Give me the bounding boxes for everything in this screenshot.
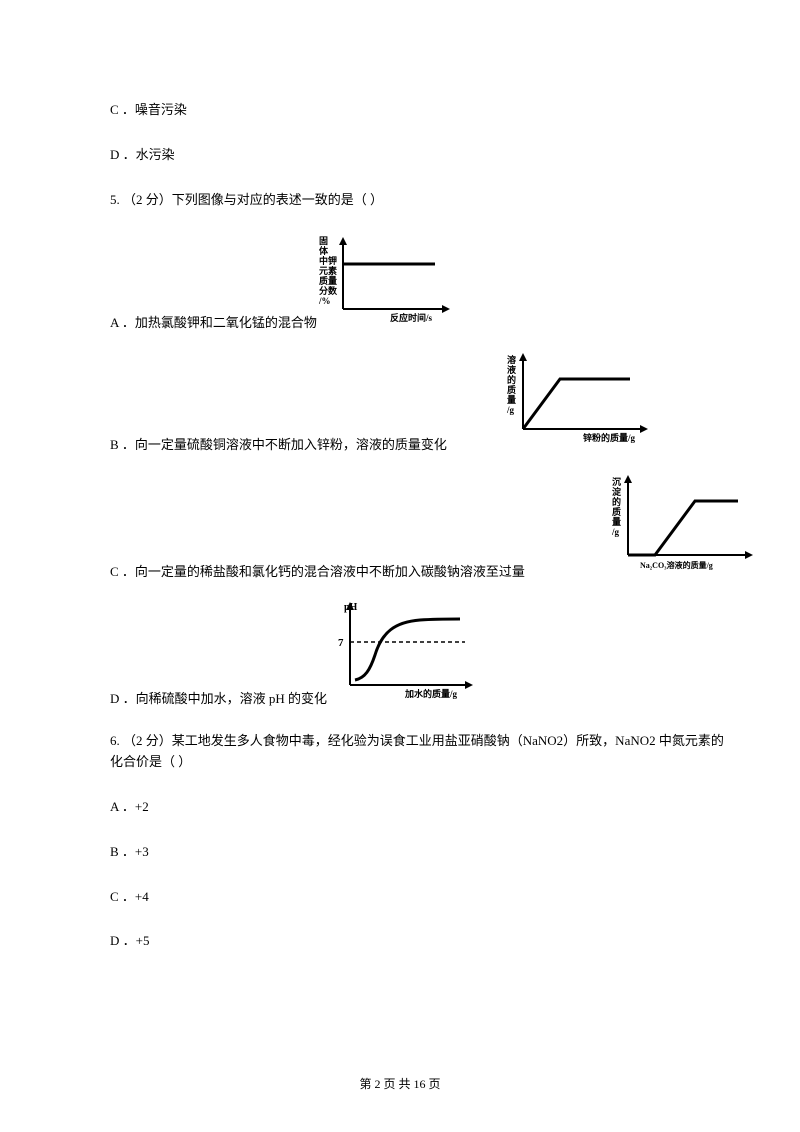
svg-text:液: 液 bbox=[507, 364, 517, 375]
svg-text:/g: /g bbox=[611, 527, 620, 537]
q5-chart-c: 沉 淀 的 质 量 /g Na₂CO₃溶液的质量/g bbox=[610, 473, 730, 573]
svg-text:/g: /g bbox=[506, 405, 515, 415]
svg-text:中钾: 中钾 bbox=[319, 255, 337, 266]
q4-option-c[interactable]: C ．噪音污染 bbox=[80, 100, 730, 121]
q5-chart-a: 固 体 中钾 元素 质量 分数 /% 反应时间/s bbox=[315, 234, 730, 324]
q5-option-c[interactable]: C ．向一定量的稀盐酸和氯化钙的混合溶液中不断加入碳酸钠溶液至过量 bbox=[80, 561, 730, 580]
svg-text:量: 量 bbox=[612, 516, 621, 527]
q5-chart-b: 溶 液 的 质 量 /g 锌粉的质量/g bbox=[505, 351, 730, 446]
svg-text:质量: 质量 bbox=[319, 275, 337, 286]
svg-text:淀: 淀 bbox=[612, 486, 622, 497]
svg-text:加水的质量/g: 加水的质量/g bbox=[404, 688, 458, 699]
svg-text:量: 量 bbox=[507, 394, 516, 405]
q6-option-a[interactable]: A ．+2 bbox=[80, 797, 730, 818]
svg-text:元素: 元素 bbox=[319, 265, 337, 276]
svg-text:的: 的 bbox=[507, 374, 516, 385]
svg-text:分数: 分数 bbox=[319, 285, 338, 296]
svg-text:反应时间/s: 反应时间/s bbox=[390, 312, 433, 323]
svg-text:沉: 沉 bbox=[612, 476, 621, 487]
svg-text:7: 7 bbox=[338, 637, 344, 649]
q6-option-d[interactable]: D ．+5 bbox=[80, 931, 730, 952]
svg-text:的: 的 bbox=[612, 496, 621, 507]
q6-stem: 6. （2 分）某工地发生多人食物中毒，经化验为误食工业用盐亚硝酸钠（NaNO2… bbox=[80, 731, 730, 773]
q4-option-d[interactable]: D ．水污染 bbox=[80, 145, 730, 166]
q6-option-c[interactable]: C ．+4 bbox=[80, 887, 730, 908]
svg-text:固: 固 bbox=[319, 236, 328, 246]
svg-text:质: 质 bbox=[612, 506, 621, 517]
svg-text:锌粉的质量/g: 锌粉的质量/g bbox=[583, 432, 636, 443]
svg-text:溶: 溶 bbox=[507, 354, 516, 365]
page-footer: 第 2 页 共 16 页 bbox=[0, 1075, 800, 1092]
svg-text:体: 体 bbox=[319, 245, 329, 256]
q5-stem: 5. （2 分）下列图像与对应的表述一致的是（ ） bbox=[80, 190, 730, 211]
svg-text:Na₂CO₃溶液的质量/g: Na₂CO₃溶液的质量/g bbox=[640, 560, 713, 570]
svg-text:质: 质 bbox=[507, 384, 516, 395]
svg-text:/%: /% bbox=[318, 296, 331, 306]
q5-chart-d: pH 7 加水的质量/g bbox=[320, 600, 730, 700]
q6-option-b[interactable]: B ．+3 bbox=[80, 842, 730, 863]
